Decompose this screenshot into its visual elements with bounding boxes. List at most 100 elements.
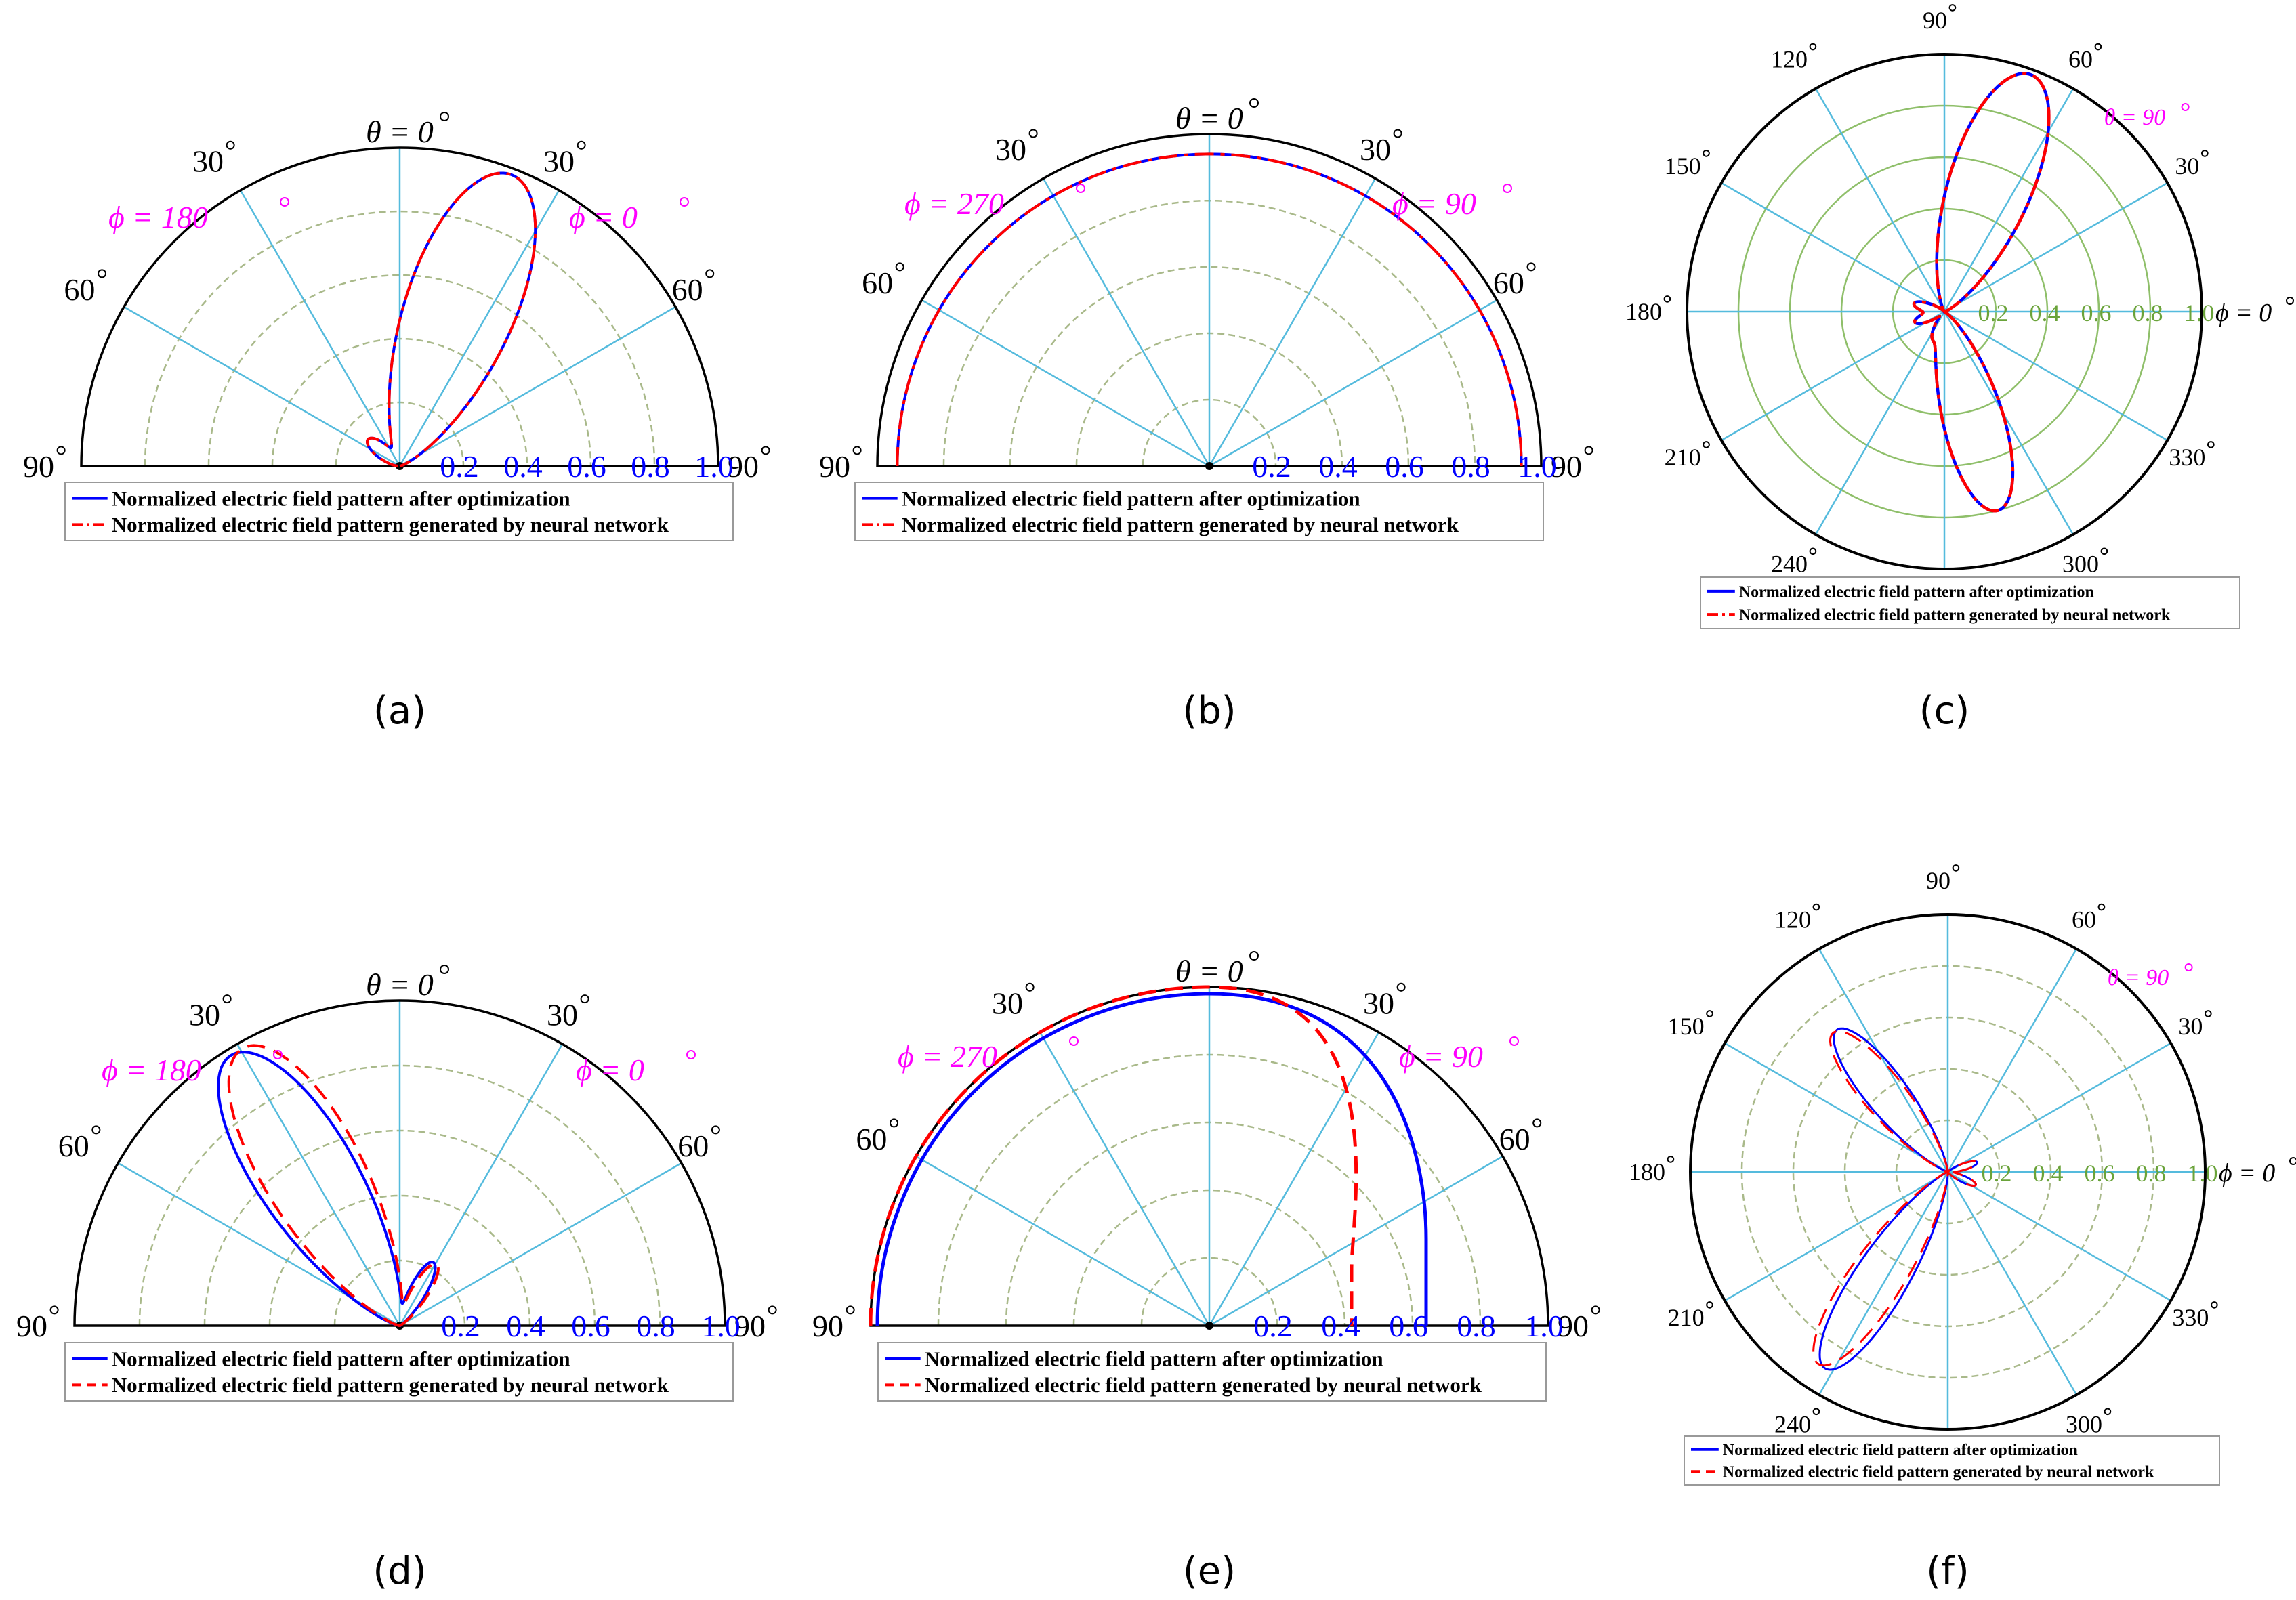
polar-frame bbox=[876, 133, 1543, 467]
origin-dot bbox=[396, 462, 404, 470]
angle-label: 60 bbox=[677, 1125, 720, 1163]
angle-label-text: 90 bbox=[1926, 867, 1950, 894]
r-tick-label: 0.4 bbox=[506, 1309, 545, 1343]
grid-ring bbox=[1072, 1189, 1346, 1326]
phi-zero-degree bbox=[2289, 1157, 2296, 1165]
series-primary bbox=[875, 992, 1428, 1326]
r-tick-label: 0.4 bbox=[2033, 1160, 2064, 1187]
grid-spoke bbox=[398, 190, 560, 467]
phi-right-degree bbox=[680, 197, 689, 207]
grid-spoke bbox=[398, 1043, 564, 1326]
chart-f: 306090120150180210240270300330ϕ = 0θ = 9… bbox=[1629, 864, 2296, 1593]
angle-label-degree bbox=[1526, 262, 1536, 272]
angle-label: 30 bbox=[192, 140, 235, 178]
angle-label-text: 120 bbox=[1774, 906, 1811, 933]
angle-label-degree bbox=[1703, 150, 1710, 157]
r-tick-label: 0.6 bbox=[2085, 1160, 2115, 1187]
angle-label-text: 30 bbox=[189, 998, 220, 1032]
phi-left-label: ϕ = 180 bbox=[102, 1053, 201, 1087]
angle-label-degree bbox=[1809, 43, 1817, 51]
legend-box bbox=[854, 482, 1544, 541]
angle-label-degree bbox=[1703, 441, 1710, 448]
origin-dot bbox=[1205, 462, 1213, 470]
origin-dot bbox=[1205, 1322, 1213, 1330]
legend-label-secondary: Normalized electric field pattern genera… bbox=[902, 513, 1459, 536]
angle-label: 240 bbox=[1771, 547, 1817, 577]
legend-label-primary: Normalized electric field pattern after … bbox=[1739, 583, 2094, 601]
r-tick-label: 1.0 bbox=[2188, 1160, 2218, 1187]
angle-label-text: 30 bbox=[2175, 152, 2199, 180]
angle-label-degree bbox=[226, 140, 235, 150]
phi-right-degree bbox=[1503, 184, 1512, 193]
series-secondary bbox=[1812, 1030, 1978, 1367]
legend-box bbox=[877, 1342, 1547, 1402]
legend-label-primary: Normalized electric field pattern after … bbox=[1723, 1441, 2078, 1459]
angle-label: 150 bbox=[1665, 150, 1710, 180]
angle-label-right-90-degree bbox=[768, 1305, 777, 1315]
grid-spoke bbox=[1814, 88, 1946, 312]
r-tick-label: 0.8 bbox=[1457, 1309, 1496, 1343]
angle-label: 30 bbox=[547, 994, 589, 1032]
theta-label: θ = 0 bbox=[366, 967, 434, 1002]
angle-label-left-90-text: 90 bbox=[23, 449, 54, 484]
grid-spoke bbox=[1039, 1032, 1211, 1326]
grid-spoke bbox=[1946, 948, 2078, 1173]
angle-label-right-90: 90 bbox=[1551, 446, 1593, 484]
r-tick-label: 1.0 bbox=[1524, 1309, 1564, 1343]
angle-label-text: 60 bbox=[58, 1129, 89, 1163]
grid-spoke bbox=[1944, 182, 2168, 313]
angle-label-text: 60 bbox=[2068, 46, 2093, 73]
r-tick-label: 0.2 bbox=[1982, 1160, 2012, 1187]
r-tick-label: 0.2 bbox=[1252, 449, 1291, 484]
angle-label: 300 bbox=[2062, 547, 2108, 577]
angle-label-left-90: 90 bbox=[16, 1305, 59, 1343]
angle-label-degree bbox=[2207, 441, 2215, 448]
angle-label: 60 bbox=[672, 269, 715, 307]
phi-zero-label: ϕ = 0 bbox=[2215, 299, 2272, 327]
theta-degree bbox=[1249, 98, 1259, 108]
caption: (f) bbox=[1926, 1549, 1969, 1593]
angle-label-degree bbox=[222, 994, 232, 1004]
legend-label-primary: Normalized electric field pattern after … bbox=[112, 1347, 570, 1371]
series-primary bbox=[1912, 72, 2051, 513]
angle-label-text: 210 bbox=[1668, 1304, 1705, 1331]
legend: Normalized electric field pattern after … bbox=[64, 482, 734, 541]
phi-left-degree bbox=[280, 197, 289, 207]
angle-label: 210 bbox=[1665, 441, 1710, 471]
legend: Normalized electric field pattern after … bbox=[1700, 576, 2240, 629]
angle-label: 30 bbox=[992, 982, 1035, 1020]
angle-label-right-90-degree bbox=[1584, 446, 1593, 455]
theta-label: θ = 0 bbox=[366, 114, 434, 149]
grid-spoke bbox=[1042, 178, 1211, 467]
angle-label-text: 60 bbox=[862, 266, 893, 300]
angle-label-text: 150 bbox=[1668, 1013, 1705, 1040]
angle-label-degree bbox=[895, 262, 904, 272]
angle-label-right-90-text: 90 bbox=[728, 449, 759, 484]
legend-label-secondary: Normalized electric field pattern genera… bbox=[112, 1373, 669, 1397]
angle-label-text: 60 bbox=[677, 1129, 709, 1163]
angle-label-degree bbox=[711, 1125, 720, 1135]
angle-label-left-90-degree bbox=[49, 1305, 59, 1315]
angle-label: 30 bbox=[2175, 150, 2209, 180]
grid-spoke bbox=[1943, 88, 2074, 312]
phi-left-label: ϕ = 270 bbox=[898, 1039, 997, 1074]
phi-right-degree bbox=[686, 1050, 696, 1059]
grid-spoke bbox=[1943, 311, 2074, 535]
angle-label-degree bbox=[1812, 1408, 1820, 1416]
r-tick-label: 0.8 bbox=[636, 1309, 675, 1343]
grid-spoke bbox=[1208, 178, 1377, 467]
angle-label: 30 bbox=[1363, 982, 1406, 1020]
angle-label-text: 30 bbox=[543, 144, 575, 178]
angle-label: 60 bbox=[856, 1118, 899, 1156]
legend: Normalized electric field pattern after … bbox=[877, 1342, 1547, 1402]
angle-label: 300 bbox=[2066, 1408, 2112, 1437]
chart-d: 90 90 60 30 30 60 θ = 0 ϕ = 180 ϕ = 0 0.2 0.4 0.6 0.… bbox=[16, 965, 777, 1593]
angle-label: 240 bbox=[1774, 1408, 1820, 1437]
grid-ring bbox=[138, 1064, 661, 1326]
angle-label-degree bbox=[2104, 1408, 2112, 1416]
grid-ring bbox=[144, 210, 656, 467]
grid-spoke bbox=[921, 299, 1210, 467]
series-secondary bbox=[366, 171, 537, 467]
angle-label-degree bbox=[890, 1118, 899, 1128]
grid-spoke bbox=[1724, 1042, 1948, 1173]
